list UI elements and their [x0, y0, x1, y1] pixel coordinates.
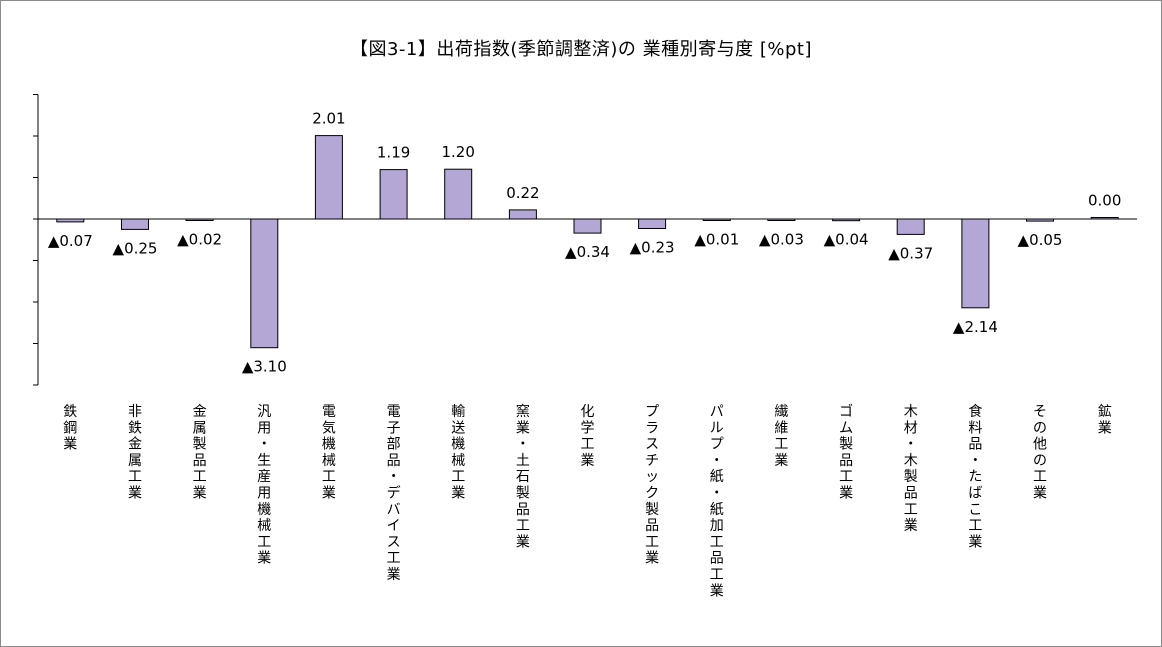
bar — [121, 218, 149, 230]
bar — [702, 218, 731, 221]
data-label: ▲2.14 — [953, 318, 998, 336]
data-label: ▲0.37 — [888, 244, 933, 262]
bar — [961, 218, 990, 309]
bar — [508, 209, 537, 220]
category-label: その他の工業 — [1033, 404, 1047, 502]
bar — [444, 168, 473, 220]
bar — [185, 218, 214, 221]
category-label: 鉄鋼業 — [63, 404, 77, 453]
data-label: ▲0.34 — [565, 243, 610, 261]
category-label: 電子部品・デバイス工業 — [387, 404, 401, 583]
category-label: 汎用・生産用機械工業 — [257, 404, 271, 567]
bar — [767, 218, 796, 221]
bar — [896, 218, 925, 235]
data-label: 1.19 — [377, 144, 410, 162]
category-label: パルプ・紙・紙加工品工業 — [710, 404, 724, 599]
bar — [1026, 218, 1054, 222]
category-label: 金属製品工業 — [193, 404, 207, 502]
category-label: プラスチック製品工業 — [645, 404, 659, 567]
bar — [379, 169, 408, 220]
data-label: ▲0.01 — [694, 231, 739, 249]
category-label: 化学工業 — [581, 404, 595, 469]
data-label: ▲3.10 — [242, 358, 287, 376]
bar — [314, 135, 343, 220]
data-label: ▲0.25 — [113, 239, 158, 257]
category-label: 木材・木製品工業 — [904, 404, 918, 534]
data-label: ▲0.23 — [630, 239, 675, 257]
category-label: 食料品・たばこ工業 — [968, 403, 982, 550]
category-label: 輸送機械工業 — [451, 404, 465, 502]
chart-title: 【図3-1】出荷指数(季節調整済)の 業種別寄与度 [%pt] — [349, 39, 813, 60]
bar — [638, 218, 667, 229]
bar — [573, 218, 602, 234]
data-label: ▲0.07 — [48, 232, 93, 250]
category-label: 鉱業 — [1098, 403, 1112, 436]
data-label: 1.20 — [441, 143, 474, 161]
bar — [832, 218, 861, 222]
data-label: ▲0.04 — [824, 231, 869, 249]
category-label: 繊維工業 — [774, 404, 788, 469]
bar — [1090, 217, 1119, 220]
data-label: 0.00 — [1088, 192, 1121, 210]
data-label: ▲0.05 — [1018, 231, 1063, 249]
bar — [250, 218, 279, 349]
category-label: 電気機械工業 — [322, 404, 336, 502]
data-label: 2.01 — [312, 110, 345, 128]
data-label: 0.22 — [506, 184, 539, 202]
category-label: 窯業・土石製品工業 — [516, 403, 530, 550]
category-label: 非鉄金属工業 — [128, 404, 142, 502]
data-label: ▲0.02 — [177, 231, 222, 249]
category-label: ゴム製品工業 — [839, 403, 853, 502]
data-label: ▲0.03 — [759, 231, 804, 249]
bar — [56, 218, 85, 223]
